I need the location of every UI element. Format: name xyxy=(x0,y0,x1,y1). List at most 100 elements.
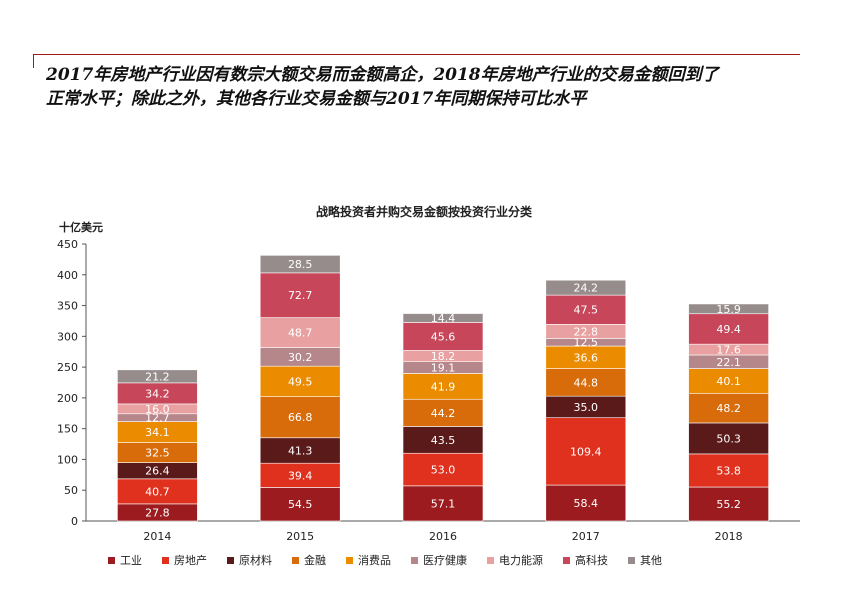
bar-segment xyxy=(688,486,769,522)
y-axis-unit-label: 十亿美元 xyxy=(59,221,103,234)
y-tick-label: 150 xyxy=(57,423,78,436)
legend-item: 工业 xyxy=(108,552,142,568)
data-label: 53.0 xyxy=(431,464,456,477)
y-tick-label: 250 xyxy=(57,361,78,374)
legend-swatch xyxy=(162,556,169,564)
data-label: 57.1 xyxy=(431,497,456,510)
x-tick-label: 2016 xyxy=(429,530,457,543)
legend-item: 金融 xyxy=(292,552,326,568)
bar-segment xyxy=(259,272,341,318)
x-tick-label: 2017 xyxy=(572,530,600,543)
bar-segment xyxy=(402,322,484,351)
legend-label: 工业 xyxy=(120,554,142,567)
data-label: 44.2 xyxy=(431,407,456,420)
data-label: 45.6 xyxy=(431,330,456,343)
data-label: 55.2 xyxy=(716,498,741,511)
legend-item: 医疗健康 xyxy=(411,552,467,568)
data-label: 19.1 xyxy=(431,362,456,375)
data-label: 48.7 xyxy=(288,327,313,340)
data-label: 22.8 xyxy=(574,325,599,338)
data-label: 21.2 xyxy=(145,370,170,383)
legend-item: 消费品 xyxy=(346,552,391,568)
legend-swatch xyxy=(411,556,418,564)
data-label: 14.4 xyxy=(431,312,456,325)
data-label: 48.2 xyxy=(716,402,741,415)
legend-label: 金融 xyxy=(304,554,326,567)
headline: 2017年房地产行业因有数宗大额交易而金额高企，2018年房地产行业的交易金额回… xyxy=(46,63,816,111)
legend-swatch xyxy=(487,556,494,564)
bar-segment xyxy=(259,365,341,397)
data-label: 12.7 xyxy=(145,412,170,425)
data-label: 40.7 xyxy=(145,485,170,498)
data-label: 34.2 xyxy=(145,387,170,400)
x-tick-label: 2015 xyxy=(286,530,314,543)
data-label: 41.3 xyxy=(288,444,313,457)
legend-label: 消费品 xyxy=(358,554,391,567)
data-label: 43.5 xyxy=(431,434,456,447)
bar-segment xyxy=(402,398,484,427)
legend-label: 其他 xyxy=(640,554,662,567)
y-tick-label: 350 xyxy=(57,300,78,313)
data-label: 72.7 xyxy=(288,289,313,302)
bar-segment xyxy=(545,294,627,325)
x-tick-label: 2018 xyxy=(715,530,743,543)
legend-label: 高科技 xyxy=(575,554,608,567)
data-label: 41.9 xyxy=(431,380,456,393)
bar-segment xyxy=(688,303,769,315)
legend-item: 高科技 xyxy=(563,552,608,568)
legend-swatch xyxy=(628,556,635,564)
data-label: 39.4 xyxy=(288,469,313,482)
y-tick-label: 400 xyxy=(57,269,78,282)
legend-swatch xyxy=(227,556,234,564)
bar-segment xyxy=(402,485,484,522)
chart-legend: 工业 房地产 原材料 金融 消费品 医疗健康 电力能源 高科技 其他 xyxy=(108,552,682,568)
bar-segment xyxy=(402,426,484,454)
legend-item: 其他 xyxy=(628,552,662,568)
data-label: 32.5 xyxy=(145,447,170,460)
data-label: 16.0 xyxy=(145,403,170,416)
bar-segment xyxy=(688,313,769,345)
data-label: 40.1 xyxy=(716,375,741,388)
bar-segment xyxy=(545,484,627,522)
bar-segment xyxy=(688,422,769,455)
data-label: 58.4 xyxy=(574,497,599,510)
bar-segment xyxy=(545,417,627,486)
bar-segment xyxy=(688,392,769,424)
legend-swatch xyxy=(563,556,570,564)
legend-item: 电力能源 xyxy=(487,552,543,568)
legend-item: 房地产 xyxy=(162,552,207,568)
bar-segment xyxy=(402,452,484,487)
bar-segment xyxy=(259,437,341,464)
data-label: 18.2 xyxy=(431,350,456,363)
data-label: 12.5 xyxy=(574,336,599,349)
data-label: 24.2 xyxy=(574,282,599,295)
y-tick-label: 0 xyxy=(71,515,78,528)
data-label: 49.5 xyxy=(288,375,313,388)
data-label: 66.8 xyxy=(288,411,313,424)
data-label: 27.8 xyxy=(145,506,170,519)
data-label: 34.1 xyxy=(145,426,170,439)
header-rule-horizontal xyxy=(33,54,800,55)
legend-label: 电力能源 xyxy=(499,554,543,567)
legend-swatch xyxy=(346,556,353,564)
bar-segment xyxy=(259,396,341,439)
data-label: 22.1 xyxy=(716,356,741,369)
data-label: 28.5 xyxy=(288,258,313,271)
legend-label: 原材料 xyxy=(239,554,272,567)
headline-line-2: 正常水平；除此之外，其他各行业交易金额与2017年同期保持可比水平 xyxy=(46,89,587,109)
legend-swatch xyxy=(292,556,299,564)
data-label: 35.0 xyxy=(574,401,599,414)
bar-segment xyxy=(688,368,769,394)
legend-label: 医疗健康 xyxy=(423,554,467,567)
data-label: 49.4 xyxy=(716,323,741,336)
y-tick-label: 450 xyxy=(57,238,78,251)
bar-segment xyxy=(259,317,341,348)
y-tick-label: 50 xyxy=(64,484,78,497)
bar-segment xyxy=(545,279,627,296)
y-tick-label: 300 xyxy=(57,330,78,343)
data-label: 17.6 xyxy=(716,344,741,357)
y-tick-label: 200 xyxy=(57,392,78,405)
headline-line-1: 2017年房地产行业因有数宗大额交易而金额高企，2018年房地产行业的交易金额回… xyxy=(46,65,719,85)
data-label: 15.9 xyxy=(716,303,741,316)
